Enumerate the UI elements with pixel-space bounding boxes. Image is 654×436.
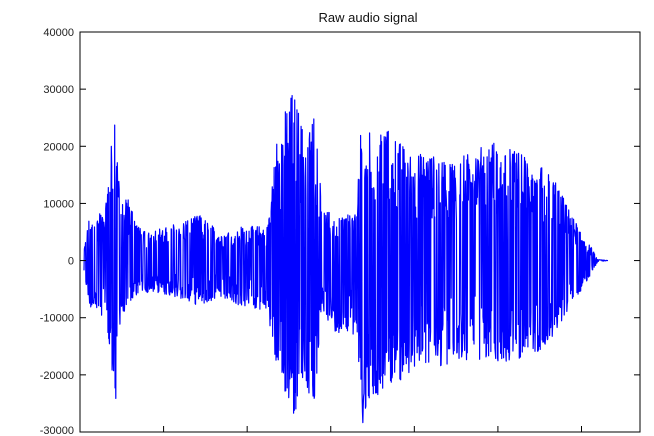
chart-title: Raw audio signal xyxy=(318,10,417,25)
waveform-line xyxy=(83,95,609,424)
y-tick-label: 10000 xyxy=(43,198,74,210)
y-tick-label: 0 xyxy=(68,256,74,268)
y-tick-label: -10000 xyxy=(40,313,74,325)
y-tick-label: -20000 xyxy=(40,370,74,382)
y-tick-label: -30000 xyxy=(40,425,74,436)
y-tick-label: 20000 xyxy=(43,141,74,153)
y-tick-label: 30000 xyxy=(43,84,74,96)
y-axis: 40000 30000 20000 10000 0 -10000 -20000 -30000 xyxy=(40,27,640,436)
y-tick-label: 40000 xyxy=(43,27,74,39)
waveform-series xyxy=(83,95,609,424)
